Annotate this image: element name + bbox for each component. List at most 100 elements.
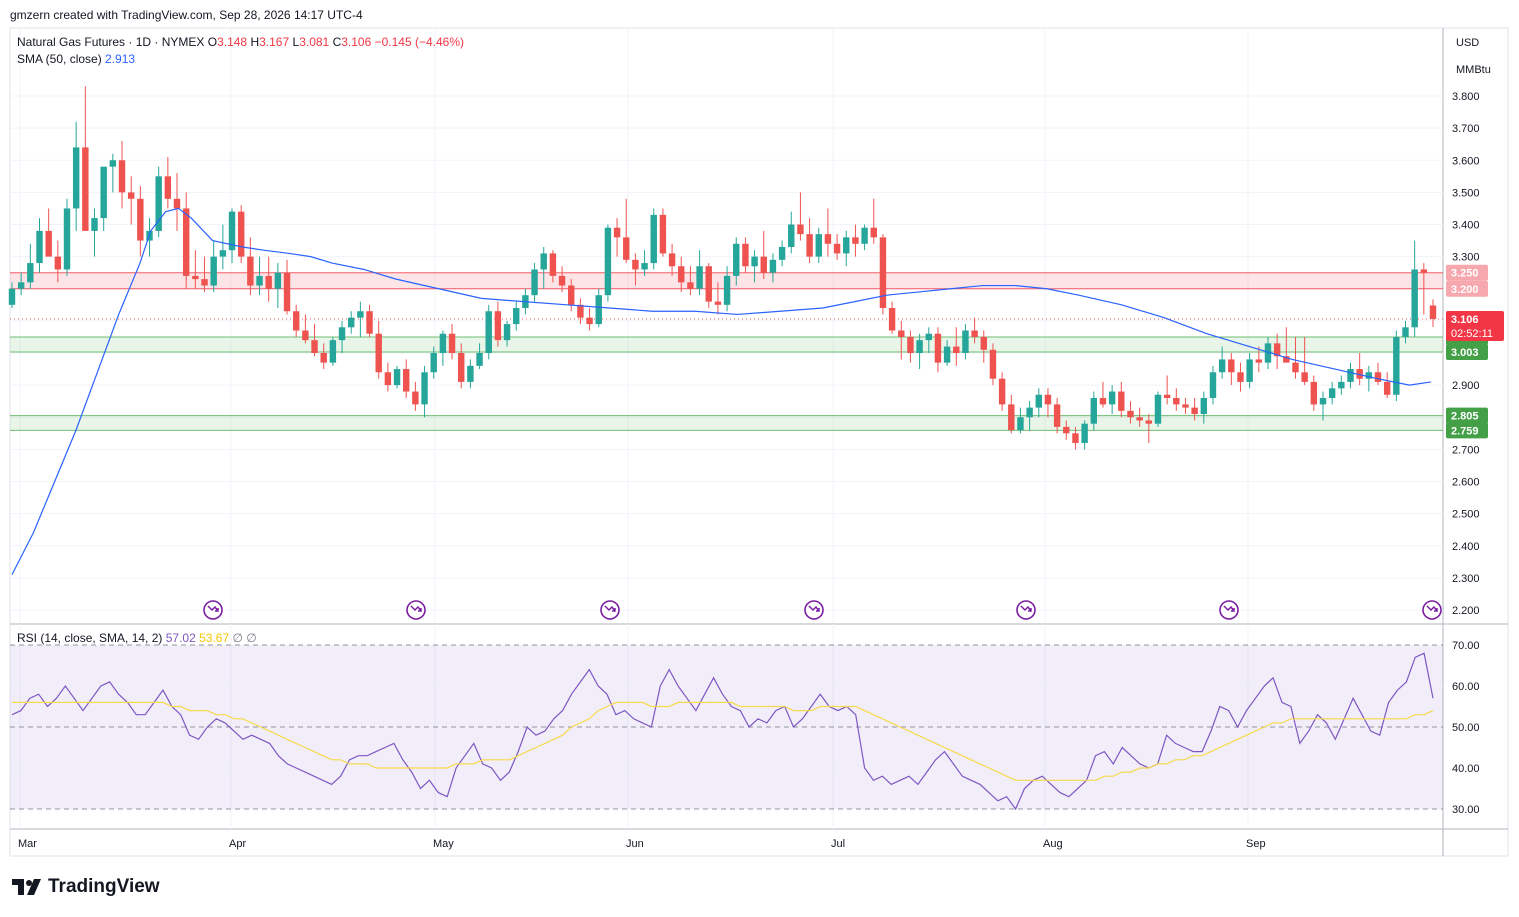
candle-body xyxy=(733,243,740,276)
candle-body xyxy=(769,259,777,273)
candle-body xyxy=(1182,404,1189,408)
candle-body xyxy=(934,333,942,363)
candle-body xyxy=(302,330,309,341)
candle-body xyxy=(91,218,98,231)
time-tick-label: Aug xyxy=(1043,838,1063,850)
candle-body xyxy=(1429,305,1437,319)
event-marker-icon xyxy=(1016,600,1036,620)
measure-unit[interactable]: MMBtu xyxy=(1456,64,1491,76)
candle-body xyxy=(1053,404,1061,427)
candle-body xyxy=(1008,404,1015,431)
candle-body xyxy=(192,275,199,280)
candle-body xyxy=(210,256,217,286)
candle-body xyxy=(1365,372,1373,379)
candle-body xyxy=(1017,417,1024,431)
candle-body xyxy=(962,330,969,353)
event-marker-icon xyxy=(1219,600,1239,620)
candle-body xyxy=(916,340,923,353)
zone-low-bottom-label-bg xyxy=(1446,422,1488,439)
candles xyxy=(8,86,1437,450)
low-label: L xyxy=(292,35,300,49)
candle-body xyxy=(274,272,282,289)
sma-value: 2.913 xyxy=(105,52,136,66)
zone-support xyxy=(10,415,1443,431)
zone-mid-bottom-label-bg xyxy=(1446,344,1488,361)
rsi-legend[interactable]: RSI (14, close, SMA, 14, 2) 57.02 53.67 … xyxy=(17,631,257,645)
currency-unit[interactable]: USD xyxy=(1456,37,1480,49)
price-tick-label: 3.300 xyxy=(1452,252,1480,264)
zone-low-bottom-label: 2.759 xyxy=(1451,425,1479,437)
candle-body xyxy=(778,246,786,260)
candle-body xyxy=(1283,356,1290,363)
rsi-value: 57.02 xyxy=(165,631,196,645)
candle-body xyxy=(403,369,410,392)
candle-body xyxy=(1072,433,1079,443)
rsi-tick-label: 40.00 xyxy=(1452,763,1480,775)
event-marker-icon xyxy=(203,600,223,620)
candle-body xyxy=(989,349,997,379)
candle-body xyxy=(1255,359,1263,363)
time-tick-label: Jun xyxy=(626,838,644,850)
zone-low-top-label: 2.805 xyxy=(1451,411,1479,423)
change-value: −0.145 (−4.46%) xyxy=(374,35,465,49)
candle-body xyxy=(623,237,630,260)
symbol-legend[interactable]: Natural Gas Futures · 1D · NYMEX O3.148 … xyxy=(17,35,464,49)
candle-body xyxy=(833,243,841,254)
open-value: 3.148 xyxy=(217,35,248,49)
candle-body xyxy=(925,333,932,341)
open-label: O xyxy=(207,35,218,49)
candle-body xyxy=(998,378,1006,405)
candle-body xyxy=(1191,407,1198,415)
rsi-sma-line xyxy=(12,701,1434,781)
candle-body xyxy=(1319,397,1327,405)
sma-legend[interactable]: SMA (50, close) 2.913 xyxy=(17,52,135,66)
candle-body xyxy=(320,353,327,363)
rsi-label[interactable]: RSI (14, close, SMA, 14, 2) xyxy=(17,631,163,645)
candle-body xyxy=(1411,269,1418,328)
zone-upper-top-label-bg xyxy=(1446,264,1488,281)
price-tick-label: 2.900 xyxy=(1452,380,1480,392)
price-tick-label: 3.400 xyxy=(1452,220,1480,232)
event-marker-glyph xyxy=(410,605,422,612)
candle-body xyxy=(586,317,593,325)
candle-body xyxy=(63,208,71,270)
candle-body xyxy=(613,227,621,238)
rsi-tick-label: 60.00 xyxy=(1452,681,1480,693)
candle-body xyxy=(17,282,25,289)
event-marker-icon xyxy=(406,600,426,620)
candle-body xyxy=(577,304,584,318)
time-tick-label: Apr xyxy=(229,838,246,850)
symbol-name[interactable]: Natural Gas Futures · 1D · NYMEX xyxy=(17,35,205,49)
sma-label[interactable]: SMA (50, close) xyxy=(17,52,102,66)
sma-line xyxy=(11,207,1431,575)
candle-body xyxy=(1044,394,1052,405)
close-label: C xyxy=(332,35,342,49)
candle-body xyxy=(971,330,978,337)
candle-body xyxy=(311,340,318,353)
candle-body xyxy=(714,301,722,305)
price-tick-label: 3.600 xyxy=(1452,155,1480,167)
candle-body xyxy=(357,311,364,318)
candle-body xyxy=(806,234,813,257)
candle-body xyxy=(953,346,960,353)
event-marker-glyph xyxy=(1223,605,1235,612)
candle-body xyxy=(1374,372,1382,382)
price-tick-label: 2.600 xyxy=(1452,477,1480,489)
price-tick-label: 2.700 xyxy=(1452,444,1480,456)
event-marker-glyph xyxy=(1020,605,1032,612)
event-marker-glyph xyxy=(604,605,616,612)
tradingview-logo[interactable]: TradingView xyxy=(12,876,160,898)
candle-body xyxy=(1264,343,1272,363)
candle-body xyxy=(393,369,401,386)
candle-body xyxy=(888,308,896,331)
candle-body xyxy=(1420,269,1428,273)
candle-body xyxy=(1026,407,1033,418)
zone-low-top-label-bg xyxy=(1446,407,1488,424)
price-tick-label: 3.500 xyxy=(1452,187,1480,199)
tradingview-logo-text: TradingView xyxy=(48,876,160,897)
candle-body xyxy=(1218,359,1226,373)
candle-body xyxy=(1310,381,1318,405)
candle-body xyxy=(1393,336,1400,395)
candle-body xyxy=(1163,394,1171,398)
